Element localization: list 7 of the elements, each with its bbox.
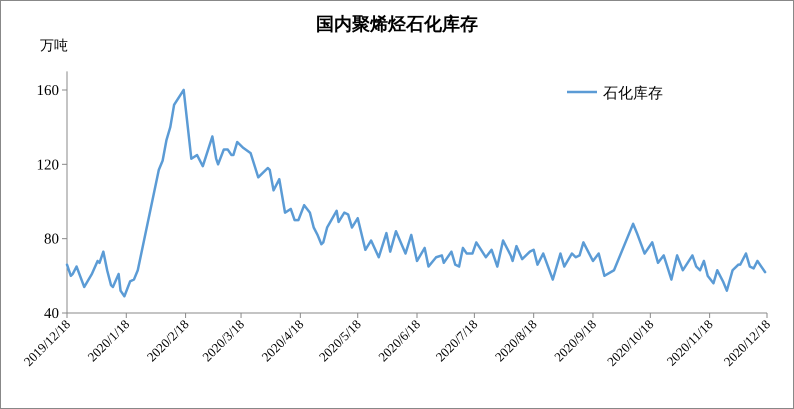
y-axis-title: 万吨 (40, 38, 68, 54)
y-tick-label: 160 (36, 82, 59, 99)
y-tick-label: 120 (36, 157, 59, 174)
legend-label: 石化库存 (603, 85, 663, 102)
y-tick-label: 40 (44, 306, 59, 322)
y-tick-label: 80 (44, 232, 59, 248)
chart-title: 国内聚烯烃石化库存 (316, 14, 478, 34)
